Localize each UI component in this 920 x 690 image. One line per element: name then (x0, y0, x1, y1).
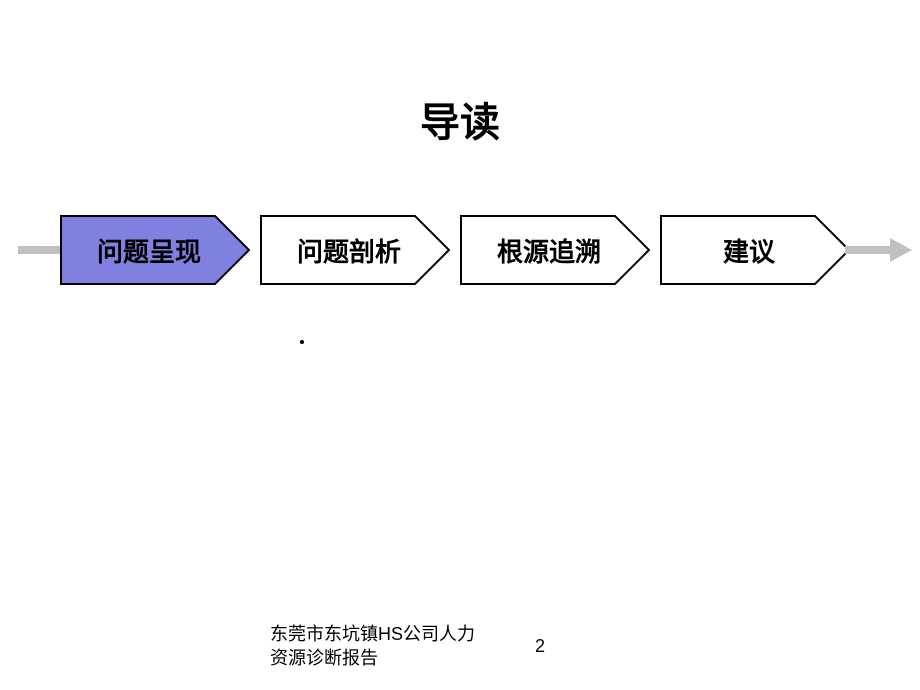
dot-marker (300, 340, 304, 344)
arrow-line-right (845, 246, 895, 254)
page-number: 2 (535, 636, 545, 657)
process-step-3: 建议 (660, 215, 850, 285)
process-step-label: 根源追溯 (460, 215, 650, 285)
slide-title: 导读 (0, 90, 920, 148)
process-step-2: 根源追溯 (460, 215, 650, 285)
process-step-label: 建议 (660, 215, 850, 285)
process-step-label: 问题剖析 (260, 215, 450, 285)
arrow-head-icon (890, 238, 912, 262)
footer: 东莞市东坑镇HS公司人力 资源诊断报告 2 (270, 623, 670, 670)
process-step-1: 问题剖析 (260, 215, 450, 285)
footer-text: 东莞市东坑镇HS公司人力 资源诊断报告 (270, 623, 475, 670)
process-step-0: 问题呈现 (60, 215, 250, 285)
process-flow: 问题呈现问题剖析根源追溯建议 (0, 210, 920, 290)
process-step-label: 问题呈现 (60, 215, 250, 285)
